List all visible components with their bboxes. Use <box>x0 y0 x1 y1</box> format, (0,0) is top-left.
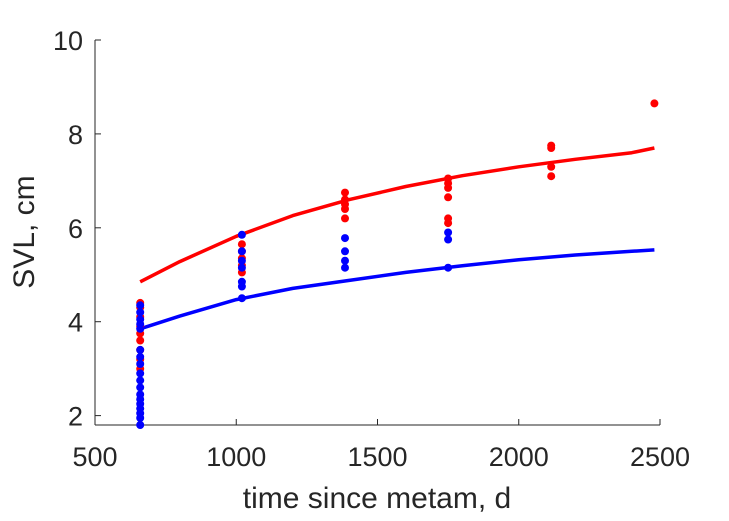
data-point <box>341 214 349 223</box>
x-tick-label: 1500 <box>347 442 407 472</box>
x-tick-label: 1000 <box>206 442 266 472</box>
data-point <box>650 99 659 108</box>
x-axis-label: time since metam, d <box>243 482 511 515</box>
data-point <box>341 263 349 272</box>
data-point <box>444 263 453 272</box>
data-point <box>136 301 145 310</box>
data-point <box>136 360 145 368</box>
y-tick-label: 4 <box>68 308 83 338</box>
data-point <box>136 352 145 361</box>
data-point <box>237 256 246 265</box>
data-point <box>136 369 145 378</box>
data-point <box>237 282 246 291</box>
data-point <box>237 230 246 239</box>
data-point <box>341 188 349 197</box>
data-point <box>136 345 145 354</box>
fit-curves <box>139 146 655 331</box>
data-point <box>547 162 556 171</box>
data-point <box>341 234 349 243</box>
data-point <box>444 228 453 237</box>
data-point <box>444 193 453 202</box>
y-axis: 2 4 6 8 10 <box>53 26 101 432</box>
data-point <box>547 172 556 181</box>
fit-line-2 <box>139 248 655 331</box>
data-point <box>237 263 246 272</box>
data-point <box>136 376 145 385</box>
data-point <box>341 256 349 265</box>
data-points <box>136 99 659 429</box>
plot-area <box>94 40 660 426</box>
y-tick-label: 2 <box>68 402 83 432</box>
x-tick-label: 2000 <box>489 442 549 472</box>
x-axis: 500 1000 1500 2000 2500 <box>72 419 690 472</box>
data-point <box>444 219 453 228</box>
y-tick-label: 8 <box>68 120 83 150</box>
data-point <box>444 183 453 192</box>
data-point <box>136 336 145 345</box>
data-point <box>136 414 145 422</box>
data-point <box>237 247 246 256</box>
data-point <box>341 247 349 256</box>
data-point <box>136 421 145 429</box>
data-point <box>547 144 556 152</box>
fit-line-1 <box>139 146 655 284</box>
y-tick-label: 10 <box>53 26 83 56</box>
data-point <box>341 205 349 213</box>
data-point <box>136 308 145 317</box>
data-point <box>237 294 246 303</box>
data-point <box>237 240 246 249</box>
y-tick-label: 6 <box>68 214 83 244</box>
x-tick-label: 2500 <box>630 442 690 472</box>
data-point <box>136 383 145 392</box>
x-tick-label: 500 <box>72 442 117 472</box>
data-point <box>444 235 453 244</box>
y-axis-label: SVL, cm <box>8 175 41 288</box>
data-point <box>136 324 145 333</box>
